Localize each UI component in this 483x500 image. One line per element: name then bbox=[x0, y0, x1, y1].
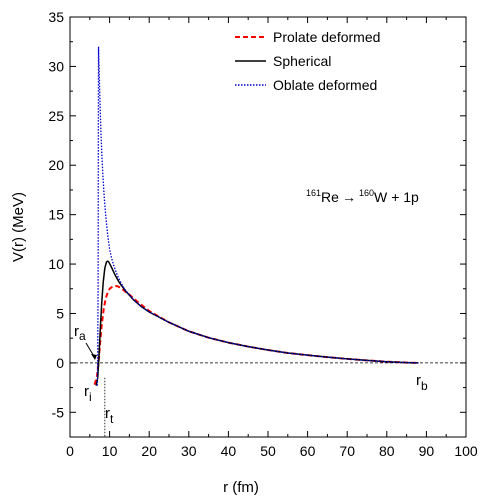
x-axis-title: r (fm) bbox=[223, 479, 259, 496]
legend: Prolate deformed Spherical Oblate deform… bbox=[235, 29, 380, 93]
plot-area bbox=[69, 16, 467, 438]
x-tick-labels: 0 10 20 30 40 50 60 70 80 90 100 bbox=[66, 443, 478, 459]
plot-frame bbox=[69, 16, 467, 438]
reaction-parent: Re bbox=[321, 189, 339, 205]
annotation-rt-letter: r bbox=[105, 405, 110, 422]
series-layer bbox=[93, 46, 419, 386]
x-tick-label: 60 bbox=[300, 443, 316, 459]
x-tick-label: 80 bbox=[379, 443, 395, 459]
x-tick-label: 10 bbox=[102, 443, 118, 459]
y-tick-label: 0 bbox=[56, 355, 64, 371]
reaction-daughter: W bbox=[374, 189, 388, 205]
legend-label-spherical: Spherical bbox=[273, 53, 331, 69]
y-tick-label: 5 bbox=[56, 305, 64, 321]
x-tick-label: 90 bbox=[419, 443, 435, 459]
y-tick-label: 30 bbox=[48, 58, 64, 74]
y-tick-label: 15 bbox=[48, 207, 64, 223]
y-tick-label: 20 bbox=[48, 157, 64, 173]
y-axis-title: V(r) (MeV) bbox=[10, 192, 27, 262]
y-tick-labels: -5 0 5 10 15 20 25 30 35 bbox=[48, 9, 64, 420]
series-line-prolate-deformed bbox=[93, 285, 419, 385]
annotation-ra-letter: r bbox=[74, 323, 79, 340]
reaction-parent-mass: 161 bbox=[306, 188, 321, 198]
annotation-rb-letter: r bbox=[416, 372, 421, 389]
annotation-ra: ra bbox=[74, 323, 86, 343]
x-tick-label: 20 bbox=[141, 443, 157, 459]
x-tick-label: 0 bbox=[66, 443, 74, 459]
reaction-arrow: → bbox=[342, 189, 356, 205]
annotation-ra-arrowhead bbox=[91, 354, 97, 360]
annotation-ri-letter: r bbox=[84, 383, 89, 400]
annotation-ri: ri bbox=[84, 383, 92, 404]
y-tick-label: 35 bbox=[48, 9, 64, 25]
series-line-spherical bbox=[95, 260, 419, 386]
annotation-rt-sub: t bbox=[110, 412, 114, 426]
legend-label-prolate: Prolate deformed bbox=[273, 29, 380, 45]
y-tick-label: 10 bbox=[48, 256, 64, 272]
x-tick-label: 50 bbox=[260, 443, 276, 459]
x-tick-label: 100 bbox=[454, 443, 478, 459]
annotation-rb: rb bbox=[416, 372, 428, 393]
x-tick-label: 30 bbox=[181, 443, 197, 459]
annotation-rb-sub: b bbox=[421, 379, 428, 393]
annotation-rt: rt bbox=[105, 405, 114, 426]
x-tick-label: 40 bbox=[221, 443, 237, 459]
reaction-daughter-mass: 160 bbox=[359, 188, 374, 198]
y-tick-label: -5 bbox=[52, 404, 65, 420]
series-line-oblate-deformed bbox=[96, 46, 419, 386]
x-tick-label: 70 bbox=[339, 443, 355, 459]
axis-ticks bbox=[69, 16, 467, 438]
y-tick-label: 25 bbox=[48, 108, 64, 124]
annotation-ra-sub: a bbox=[79, 329, 86, 343]
annotation-ri-sub: i bbox=[89, 390, 92, 404]
reaction-emitted: + 1p bbox=[391, 189, 419, 205]
reaction-label: 161Re → 160W + 1p bbox=[306, 188, 419, 205]
legend-label-oblate: Oblate deformed bbox=[273, 77, 377, 93]
